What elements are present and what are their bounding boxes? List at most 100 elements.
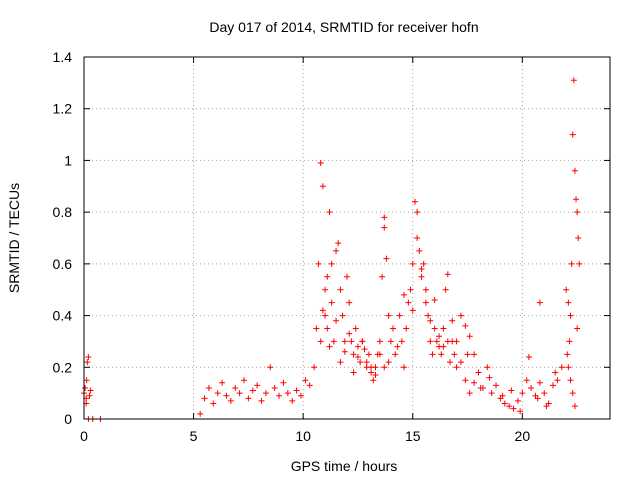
data-point (350, 351, 357, 358)
data-point (558, 364, 565, 371)
data-point (484, 364, 491, 371)
data-point (400, 364, 407, 371)
data-point (567, 377, 574, 384)
data-point (508, 387, 515, 394)
x-tick-label: 20 (515, 428, 531, 444)
data-point (462, 322, 469, 329)
data-point (566, 338, 573, 345)
data-point (306, 382, 313, 389)
data-point (240, 377, 247, 384)
data-point (346, 299, 353, 306)
data-point (210, 400, 217, 407)
y-tick-label: 1.4 (53, 49, 73, 65)
plot-frame (83, 56, 611, 420)
data-point (442, 286, 449, 293)
data-point (475, 369, 482, 376)
y-tick-label: 0.8 (53, 204, 73, 220)
data-point (486, 374, 493, 381)
data-point (466, 333, 473, 340)
data-point (501, 400, 508, 407)
data-point (536, 379, 543, 386)
data-point (528, 384, 535, 391)
data-point (361, 346, 368, 353)
data-point (411, 198, 418, 205)
data-point (311, 364, 318, 371)
data-point (337, 359, 344, 366)
data-point (330, 338, 337, 345)
data-point (453, 338, 460, 345)
data-point (477, 384, 484, 391)
data-point (440, 325, 447, 332)
data-point (267, 364, 274, 371)
data-point (552, 369, 559, 376)
data-point (381, 364, 388, 371)
data-point (83, 377, 90, 384)
data-point (350, 369, 357, 376)
data-point (403, 325, 410, 332)
data-point (346, 330, 353, 337)
data-point (344, 273, 350, 280)
data-point (254, 382, 261, 389)
data-point (471, 351, 478, 358)
data-points (81, 77, 583, 422)
data-point (313, 325, 320, 332)
data-point (337, 286, 344, 293)
data-point (328, 299, 335, 306)
data-point (326, 343, 333, 350)
data-point (322, 286, 329, 293)
data-point (436, 333, 443, 340)
data-point (571, 403, 578, 410)
data-point (569, 131, 576, 138)
axis-ticks: 0 0.2 0.4 0.6 0.8 1 1.2 1.4 0 5 10 15 20 (53, 49, 610, 444)
data-point (431, 325, 438, 332)
data-point (201, 395, 208, 402)
data-point (84, 359, 91, 366)
data-point (422, 286, 429, 293)
data-point (414, 235, 421, 241)
data-point (433, 338, 440, 345)
data-point (322, 312, 329, 319)
data-point (414, 209, 421, 216)
data-point (385, 359, 392, 366)
data-point (339, 312, 346, 319)
data-point (574, 209, 581, 216)
y-tick-label: 1 (64, 152, 72, 168)
data-point (519, 390, 526, 397)
data-point (357, 359, 364, 366)
data-point (328, 260, 335, 267)
data-point (352, 325, 359, 332)
data-point (418, 266, 425, 273)
data-point (324, 273, 331, 280)
data-point (249, 387, 256, 394)
data-point (341, 348, 348, 355)
data-point (398, 338, 405, 345)
data-point (466, 390, 473, 397)
data-point (409, 260, 416, 267)
data-point (387, 338, 394, 345)
data-point (390, 325, 397, 332)
data-point (326, 209, 333, 216)
data-point (376, 338, 383, 345)
data-point (427, 338, 434, 345)
data-point (429, 351, 436, 358)
data-point (276, 392, 283, 399)
data-point (568, 260, 575, 267)
data-point (396, 312, 403, 319)
data-point (385, 312, 392, 319)
data-point (449, 317, 456, 324)
data-point (87, 387, 94, 394)
data-point (317, 160, 324, 167)
data-point (333, 317, 340, 324)
data-point (563, 286, 570, 293)
data-point (86, 392, 93, 399)
data-point (372, 372, 379, 379)
data-point (258, 397, 265, 404)
data-point (499, 392, 506, 399)
data-point (576, 260, 583, 267)
data-point (541, 390, 548, 397)
data-point (392, 351, 399, 358)
x-tick-label: 10 (295, 428, 311, 444)
data-point (197, 410, 204, 417)
data-point (451, 351, 458, 358)
data-point (431, 297, 438, 304)
